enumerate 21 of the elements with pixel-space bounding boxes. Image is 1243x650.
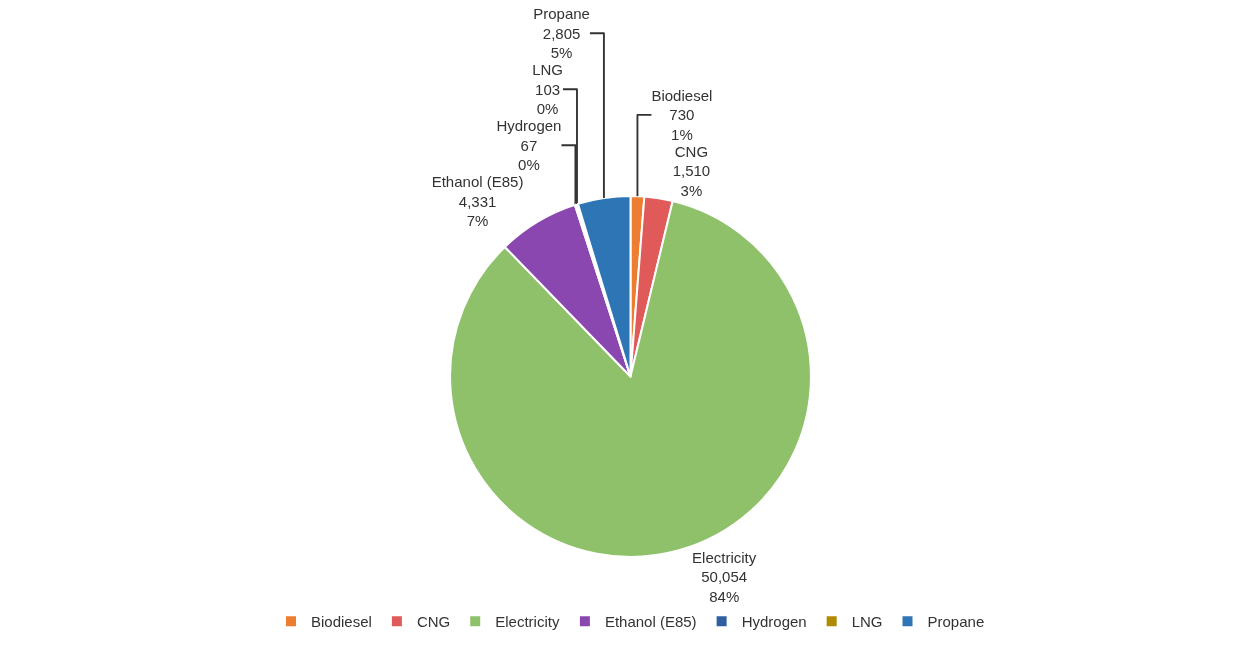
legend-label: Biodiesel: [311, 613, 372, 631]
data-label: 730 1%: [669, 106, 695, 143]
data-label: 4,331 7%: [458, 192, 497, 230]
slice-label: Hydrogen: [496, 117, 562, 135]
data-label: 67 0%: [518, 136, 540, 174]
legend-label: Propane: [927, 613, 985, 631]
legend-label: Electricity: [495, 613, 560, 631]
legend-label: LNG: [851, 613, 883, 631]
slice-label: CNG: [674, 142, 709, 160]
data-label: 2,805 5%: [542, 24, 581, 62]
legend-label: Ethanol (E85): [604, 613, 697, 631]
slice-label: Propane: [533, 5, 590, 23]
slice-label: Electricity: [692, 548, 757, 566]
data-label: 103 0%: [535, 80, 561, 118]
slice-label: Biodiesel: [651, 86, 713, 104]
slice-label: Ethanol (E85): [431, 173, 524, 191]
slice-label: LNG: [532, 61, 563, 79]
data-label: 50,054 84%: [701, 568, 748, 605]
data-label: 1,510 3%: [672, 162, 711, 199]
legend-label: Hydrogen: [741, 613, 807, 631]
legend-label: CNG: [416, 613, 451, 631]
